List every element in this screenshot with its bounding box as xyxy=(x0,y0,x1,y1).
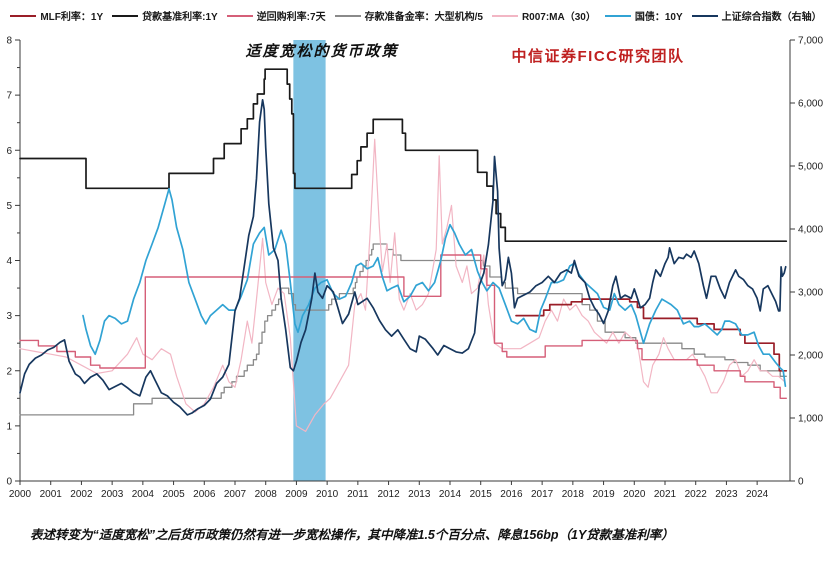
y-left-tick-label: 0 xyxy=(6,477,12,488)
y-left-tick-label: 2 xyxy=(6,366,12,377)
legend-line-swatch xyxy=(604,14,631,17)
x-tick-label: 2014 xyxy=(439,489,462,500)
y-right-tick-label: 4,000 xyxy=(798,225,823,236)
x-tick-label: 2017 xyxy=(531,489,554,500)
x-tick-label: 2023 xyxy=(715,489,738,500)
y-right-tick-label: 3,000 xyxy=(798,288,823,299)
legend-item: 逆回购利率:7天 xyxy=(226,8,326,23)
y-right-tick-label: 5,000 xyxy=(798,162,823,173)
y-right-tick-label: 7,000 xyxy=(798,36,823,47)
y-right-tick-label: 0 xyxy=(798,477,804,488)
legend-item: 贷款基准利率:1Y xyxy=(112,8,218,23)
x-tick-label: 2020 xyxy=(623,489,646,500)
legend-label: 逆回购利率:7天 xyxy=(256,12,326,23)
legend-label: 上证综合指数（右轴） xyxy=(721,12,822,23)
series-MLF利率：1Y xyxy=(515,298,788,372)
legend-item: 上证综合指数（右轴） xyxy=(691,8,822,23)
legend-line-swatch xyxy=(112,14,139,17)
chart-plot: 0 1 2 3 4 5 6 7 8 0 1,000 2,000 3,000 4,000 5,000 6,000… xyxy=(6,36,823,501)
chart-caption: 表述转变为“适度宽松”之后货币政策仍然有进一步宽松操作，其中降准1.5个百分点、… xyxy=(30,528,674,542)
x-tick-label: 2019 xyxy=(592,489,615,500)
legend-line-swatch xyxy=(334,14,361,17)
legend-item: 国债：10Y xyxy=(604,8,683,23)
y-left-tick-label: 7 xyxy=(6,91,12,102)
legend-label: R007:MA（30） xyxy=(521,12,596,23)
y-left-tick-label: 1 xyxy=(6,421,12,432)
x-tick-label: 2016 xyxy=(500,489,523,500)
x-tick-label: 2007 xyxy=(224,489,247,500)
x-tick-label: 2021 xyxy=(654,489,677,500)
legend: MLF利率：1Y 贷款基准利率:1Y 逆回购利率:7天 存款准备金率：大型机构/5 R0… xyxy=(0,8,832,23)
series-逆回购利率:7天 xyxy=(19,254,787,399)
legend-line-swatch xyxy=(491,14,518,17)
x-tick-label: 2015 xyxy=(470,489,493,500)
series-国债：10Y xyxy=(82,187,787,388)
x-tick-label: 2012 xyxy=(377,489,400,500)
x-tick-label: 2010 xyxy=(316,489,339,500)
x-tick-label: 2003 xyxy=(101,489,124,500)
y-left-tick-label: 4 xyxy=(6,256,12,267)
x-tick-label: 2004 xyxy=(132,489,155,500)
y-left-tick-label: 5 xyxy=(6,201,12,212)
policy-annotation: 适度宽松的货币政策 xyxy=(245,43,399,60)
research-team-label: 中信证券FICC研究团队 xyxy=(511,48,685,65)
legend-label: 存款准备金率：大型机构/5 xyxy=(364,12,483,23)
y-left-tick-label: 8 xyxy=(6,36,12,47)
legend-item: 存款准备金率：大型机构/5 xyxy=(334,8,483,23)
legend-line-swatch xyxy=(10,14,37,17)
x-tick-label: 2008 xyxy=(255,489,278,500)
legend-line-swatch xyxy=(691,14,718,17)
x-tick-label: 2002 xyxy=(70,489,93,500)
legend-item: R007:MA（30） xyxy=(491,8,596,23)
x-tick-label: 2022 xyxy=(685,489,708,500)
x-tick-label: 2024 xyxy=(746,489,769,500)
x-tick-label: 2006 xyxy=(193,489,216,500)
x-tick-label: 2018 xyxy=(562,489,585,500)
y-right-tick-label: 6,000 xyxy=(798,99,823,110)
x-tick-label: 2009 xyxy=(285,489,308,500)
legend-line-swatch xyxy=(226,14,253,17)
y-left-tick-label: 3 xyxy=(6,311,12,322)
y-left-tick-label: 6 xyxy=(6,146,12,157)
x-tick-label: 2011 xyxy=(347,489,369,500)
y-right-tick-label: 1,000 xyxy=(798,414,823,425)
series-R007:MA（30） xyxy=(19,138,786,432)
legend-item: MLF利率：1Y xyxy=(10,8,103,23)
series-贷款基准利率:1Y xyxy=(19,68,788,243)
series-上证综合指数（右轴） xyxy=(19,98,787,416)
easing-period-band xyxy=(293,40,326,481)
series-存款准备金率：大型机构/5 xyxy=(19,243,787,416)
legend-label: 贷款基准利率:1Y xyxy=(142,12,218,23)
legend-label: 国债：10Y xyxy=(634,12,683,23)
x-tick-label: 2013 xyxy=(408,489,431,500)
x-tick-label: 2001 xyxy=(40,489,63,500)
legend-label: MLF利率：1Y xyxy=(40,12,104,23)
x-tick-label: 2005 xyxy=(162,489,185,500)
y-right-tick-label: 2,000 xyxy=(798,351,823,362)
x-tick-label: 2000 xyxy=(9,489,32,500)
